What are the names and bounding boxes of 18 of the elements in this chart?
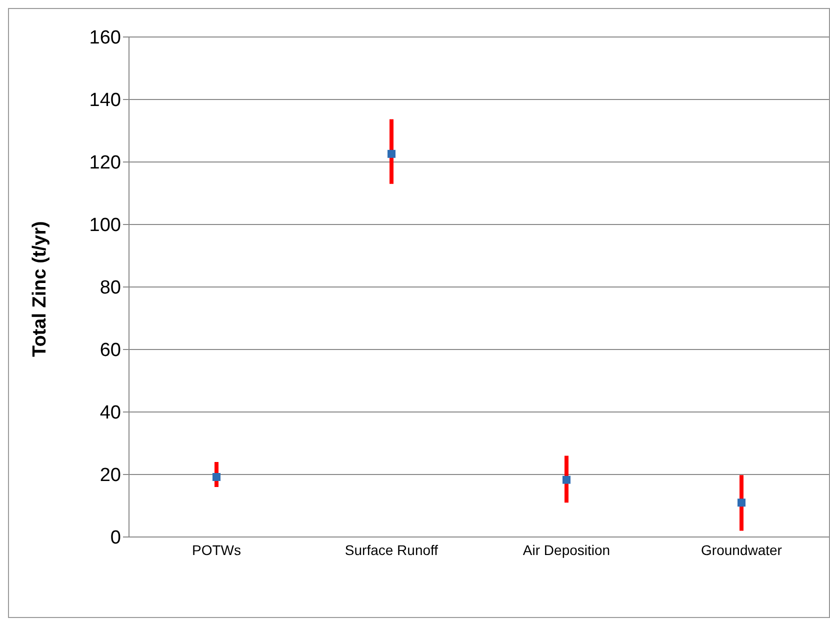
point [738, 498, 746, 507]
point [562, 476, 570, 484]
y-tick-label: 140 [89, 90, 121, 112]
y-tick-label: 20 [100, 465, 121, 486]
y-tick-label: 80 [100, 278, 121, 299]
y-tick-label: 120 [89, 152, 121, 174]
y-tick-label: 0 [110, 528, 121, 549]
x-tick-label: Surface Runoff [344, 542, 438, 558]
y-tick-label: 100 [89, 215, 121, 236]
x-tick-label: POTWs [192, 542, 241, 558]
y-axis-title: Total Zinc (t/yr) [30, 221, 51, 357]
point [212, 473, 220, 481]
point [388, 150, 396, 158]
x-tick-label: Groundwater [701, 542, 782, 558]
y-tick-label: 60 [100, 340, 121, 362]
y-tick-label: 40 [100, 402, 121, 424]
x-tick-label: Air Deposition [522, 542, 610, 558]
y-tick-label: 160 [89, 28, 121, 49]
